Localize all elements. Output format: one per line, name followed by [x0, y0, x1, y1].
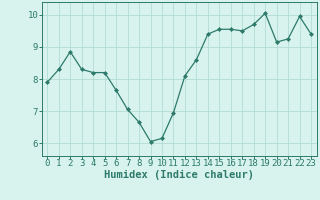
X-axis label: Humidex (Indice chaleur): Humidex (Indice chaleur)	[104, 170, 254, 180]
